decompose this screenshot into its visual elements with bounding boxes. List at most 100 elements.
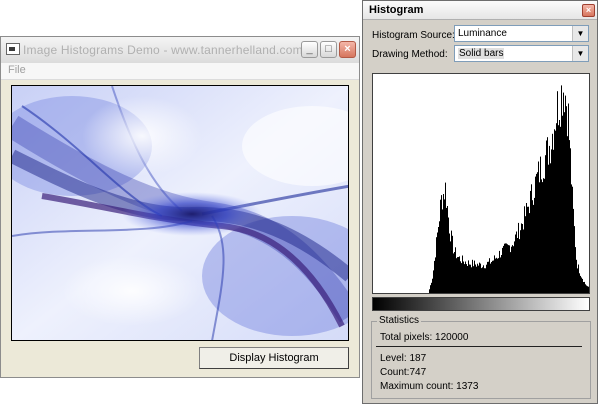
- statistics-legend: Statistics: [377, 315, 422, 326]
- histogram-bar: [440, 199, 441, 293]
- histogram-bar: [458, 257, 459, 293]
- histogram-bar: [473, 266, 474, 293]
- main-window-title: Image Histograms Demo - www.tannerhellan…: [23, 43, 303, 57]
- main-window: Image Histograms Demo - www.tannerhellan…: [0, 36, 360, 378]
- histogram-bar: [587, 286, 588, 293]
- histogram-bar: [468, 260, 469, 293]
- histogram-bar: [551, 149, 552, 293]
- close-button[interactable]: ×: [339, 41, 356, 58]
- histogram-bar: [520, 230, 521, 293]
- histogram-bar: [506, 243, 507, 293]
- histogram-bar: [542, 182, 543, 293]
- histogram-bar: [453, 253, 454, 293]
- histogram-bar: [437, 232, 438, 293]
- histogram-title-bar[interactable]: Histogram ×: [363, 1, 597, 20]
- histogram-bar: [549, 145, 550, 293]
- histogram-bar: [512, 245, 513, 293]
- histogram-bar: [503, 245, 504, 293]
- histogram-bar: [531, 184, 532, 293]
- histogram-bar: [505, 243, 506, 293]
- main-title-bar[interactable]: Image Histograms Demo - www.tannerhellan…: [1, 37, 359, 64]
- histogram-bar: [463, 261, 464, 293]
- histogram-bar: [511, 246, 512, 293]
- histogram-bar: [469, 264, 470, 293]
- histogram-bar: [430, 285, 431, 293]
- histogram-bar: [446, 207, 447, 293]
- histogram-bar: [584, 281, 585, 293]
- method-select[interactable]: Solid bars ▼: [454, 45, 589, 62]
- histogram-bar: [433, 270, 434, 293]
- histogram-bar: [567, 136, 568, 293]
- histogram-bar: [579, 273, 580, 293]
- histogram-bar: [454, 252, 455, 293]
- histogram-bar: [457, 257, 458, 293]
- histogram-bar: [571, 184, 572, 293]
- histogram-bar: [557, 91, 558, 293]
- histogram-bar: [523, 229, 524, 293]
- histogram-bar: [559, 120, 560, 293]
- histogram-close-button[interactable]: ×: [582, 4, 595, 17]
- menu-file[interactable]: File: [8, 64, 26, 76]
- histogram-bar: [486, 264, 487, 293]
- minimize-button[interactable]: _: [301, 41, 318, 58]
- histogram-bar: [479, 262, 480, 293]
- histogram-bar: [527, 206, 528, 293]
- source-label: Histogram Source:: [372, 30, 455, 41]
- histogram-bar: [459, 256, 460, 293]
- histogram-bar: [477, 263, 478, 293]
- histogram-bar: [543, 178, 544, 293]
- abstract-blue-image: [12, 86, 348, 340]
- histogram-bar: [466, 264, 467, 293]
- histogram-bar: [585, 284, 586, 293]
- histogram-bar: [449, 233, 450, 293]
- total-pixels: Total pixels: 120000: [380, 332, 469, 343]
- histogram-bar: [550, 163, 551, 293]
- histogram-bar: [471, 267, 472, 293]
- display-histogram-button[interactable]: Display Histogram: [199, 347, 349, 369]
- histogram-bar: [504, 243, 505, 293]
- histogram-bar: [561, 85, 562, 294]
- histogram-bar: [432, 278, 433, 293]
- histogram-bar: [588, 286, 589, 293]
- histogram-bar: [484, 268, 485, 293]
- histogram-bar: [507, 244, 508, 293]
- histogram-bar: [435, 257, 436, 293]
- histogram-bar: [555, 130, 556, 293]
- histogram-bar: [496, 257, 497, 293]
- histogram-bar: [485, 268, 486, 293]
- chevron-down-icon[interactable]: ▼: [572, 46, 588, 61]
- histogram-bar: [586, 285, 587, 293]
- histogram-bar: [455, 247, 456, 293]
- menu-bar: File: [1, 63, 359, 80]
- app-icon: [6, 43, 20, 55]
- histogram-bar: [513, 246, 514, 293]
- histogram-bar: [472, 259, 473, 293]
- histogram-bar: [528, 206, 529, 293]
- histogram-bar: [498, 258, 499, 293]
- histogram-bar: [514, 241, 515, 293]
- histogram-bar: [529, 213, 530, 293]
- maximize-button[interactable]: □: [320, 41, 337, 58]
- method-value: Solid bars: [458, 48, 505, 59]
- histogram-bar: [429, 289, 430, 293]
- histogram-bar: [569, 140, 570, 293]
- histogram-bar: [481, 268, 482, 293]
- source-select[interactable]: Luminance ▼: [454, 25, 589, 42]
- histogram-bar: [548, 164, 549, 293]
- histogram-bar: [525, 216, 526, 293]
- histogram-bar: [439, 221, 440, 293]
- histogram-bar: [570, 148, 571, 293]
- histogram-bar: [464, 264, 465, 293]
- histogram-bar: [552, 133, 553, 293]
- histogram-bar: [447, 206, 448, 293]
- histogram-bar: [436, 237, 437, 293]
- histogram-bar: [494, 255, 495, 293]
- histogram-bar: [533, 204, 534, 293]
- histogram-bar: [582, 278, 583, 293]
- histogram-bar: [483, 265, 484, 293]
- histogram-svg: [429, 85, 589, 294]
- histogram-bar: [462, 255, 463, 293]
- histogram-bar: [530, 190, 531, 293]
- chevron-down-icon[interactable]: ▼: [572, 26, 588, 41]
- histogram-bar: [547, 137, 548, 293]
